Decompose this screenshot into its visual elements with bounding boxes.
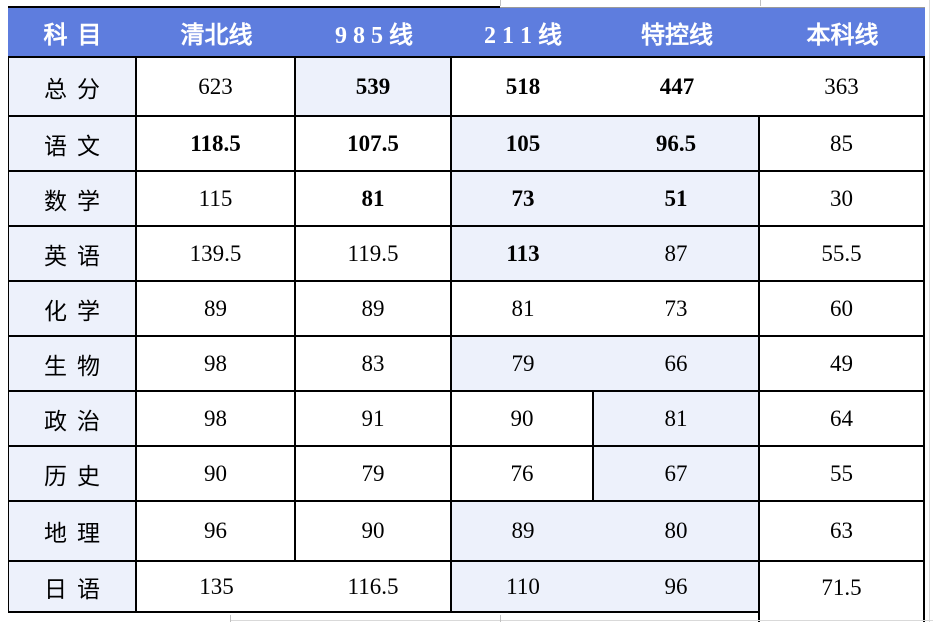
score-cell: 81 <box>452 282 594 337</box>
subject-cell: 生物 <box>8 337 137 392</box>
score-cell: 89 <box>452 502 594 562</box>
score-cell: 107.5 <box>296 117 452 172</box>
score-cell: 55.5 <box>760 227 925 282</box>
score-cell: 87 <box>594 227 760 282</box>
score-cell: 63 <box>760 502 925 562</box>
score-cell: 90 <box>137 447 296 502</box>
score-cell: 96.5 <box>594 117 760 172</box>
score-cell: 363 <box>760 58 925 117</box>
score-cell: 98 <box>137 392 296 447</box>
score-cell: 51 <box>594 172 760 227</box>
bottom-gridline-tick <box>230 615 231 622</box>
score-cell: 96 <box>137 502 296 562</box>
top-gridline-segment <box>500 7 925 8</box>
score-cell: 115 <box>137 172 296 227</box>
right-faint-gridline <box>929 0 930 622</box>
header-cell-3: 2 1 1 线 <box>452 8 594 58</box>
score-cell: 67 <box>594 447 760 502</box>
score-cell: 135 <box>137 562 296 613</box>
score-cell: 64 <box>760 392 925 447</box>
score-cell: 60 <box>760 282 925 337</box>
score-cell: 98 <box>137 337 296 392</box>
score-cell: 81 <box>594 392 760 447</box>
score-cell: 118.5 <box>137 117 296 172</box>
score-cell: 139.5 <box>137 227 296 282</box>
score-cell: 80 <box>594 502 760 562</box>
score-cell: 71.5 <box>760 562 925 613</box>
score-cell: 623 <box>137 58 296 117</box>
score-cell: 116.5 <box>296 562 452 613</box>
score-cell: 518 <box>452 58 594 117</box>
header-cell-0: 科目 <box>8 8 137 58</box>
score-cell: 113 <box>452 227 594 282</box>
score-cell: 79 <box>452 337 594 392</box>
subject-cell: 总分 <box>8 58 137 117</box>
score-cell: 55 <box>760 447 925 502</box>
subject-cell: 化学 <box>8 282 137 337</box>
score-cell: 119.5 <box>296 227 452 282</box>
bottom-gridline-tick <box>500 615 501 622</box>
score-cell: 85 <box>760 117 925 172</box>
score-cell: 79 <box>296 447 452 502</box>
score-cell: 89 <box>296 282 452 337</box>
header-cell-5: 本科线 <box>760 8 925 58</box>
score-cell: 105 <box>452 117 594 172</box>
score-cell: 76 <box>452 447 594 502</box>
score-cell: 110 <box>452 562 594 613</box>
top-border-segment <box>8 6 500 8</box>
score-cell: 447 <box>594 58 760 117</box>
score-cell: 30 <box>760 172 925 227</box>
subject-cell: 地理 <box>8 502 137 562</box>
subject-cell: 日语 <box>8 562 137 613</box>
score-cell: 81 <box>296 172 452 227</box>
score-cell: 83 <box>296 337 452 392</box>
subject-cell: 政治 <box>8 392 137 447</box>
cutoff-cell-right-border <box>923 613 925 622</box>
score-cell: 49 <box>760 337 925 392</box>
cutoff-cell-left-border <box>758 613 760 622</box>
score-cell: 91 <box>296 392 452 447</box>
score-cell: 73 <box>594 282 760 337</box>
top-gridline-tick <box>760 0 761 6</box>
score-cell: 96 <box>594 562 760 613</box>
header-cell-1: 清北线 <box>137 8 296 58</box>
score-cell: 66 <box>594 337 760 392</box>
subject-cell: 数学 <box>8 172 137 227</box>
score-cell: 90 <box>296 502 452 562</box>
score-cell: 539 <box>296 58 452 117</box>
header-cell-2: 9 8 5 线 <box>296 8 452 58</box>
score-cell: 73 <box>452 172 594 227</box>
score-cell: 90 <box>452 392 594 447</box>
subject-cell: 英语 <box>8 227 137 282</box>
bottom-faint-gridline <box>230 620 933 621</box>
header-cell-4: 特控线 <box>594 8 760 58</box>
top-gridline-tick <box>500 0 501 6</box>
subject-cell: 语文 <box>8 117 137 172</box>
subject-cell: 历史 <box>8 447 137 502</box>
score-cell: 89 <box>137 282 296 337</box>
